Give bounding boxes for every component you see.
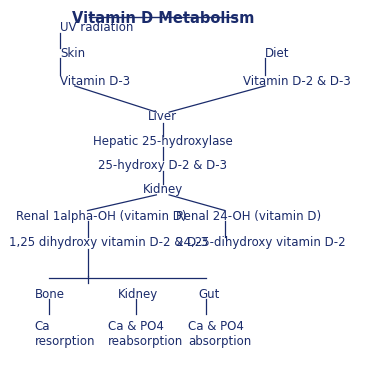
Text: Gut: Gut — [198, 288, 219, 301]
Text: Renal 24-OH (vitamin D): Renal 24-OH (vitamin D) — [176, 210, 321, 223]
Text: 1,25 dihydroxy vitamin D-2 & D-3: 1,25 dihydroxy vitamin D-2 & D-3 — [9, 236, 208, 249]
Text: Ca & PO4
absorption: Ca & PO4 absorption — [188, 320, 251, 348]
Text: Vitamin D Metabolism: Vitamin D Metabolism — [72, 11, 254, 26]
Text: Ca
resorption: Ca resorption — [35, 320, 95, 348]
Text: UV radiation: UV radiation — [60, 21, 134, 33]
Text: Diet: Diet — [265, 47, 290, 60]
Text: 25-hydroxy D-2 & D-3: 25-hydroxy D-2 & D-3 — [98, 159, 227, 172]
Text: Hepatic 25-hydroxylase: Hepatic 25-hydroxylase — [93, 135, 233, 148]
Text: Kidney: Kidney — [118, 288, 158, 301]
Text: Ca & PO4
reabsorption: Ca & PO4 reabsorption — [108, 320, 184, 348]
Text: Vitamin D-2 & D-3: Vitamin D-2 & D-3 — [243, 75, 350, 88]
Text: Skin: Skin — [60, 47, 85, 60]
Text: Vitamin D-3: Vitamin D-3 — [60, 75, 131, 88]
Text: Liver: Liver — [148, 111, 177, 124]
Text: Kidney: Kidney — [143, 184, 183, 196]
Text: 24,25-dihydroxy vitamin D-2: 24,25-dihydroxy vitamin D-2 — [176, 236, 345, 249]
Text: Renal 1alpha-OH (vitamin D): Renal 1alpha-OH (vitamin D) — [16, 210, 186, 223]
Text: Bone: Bone — [35, 288, 65, 301]
